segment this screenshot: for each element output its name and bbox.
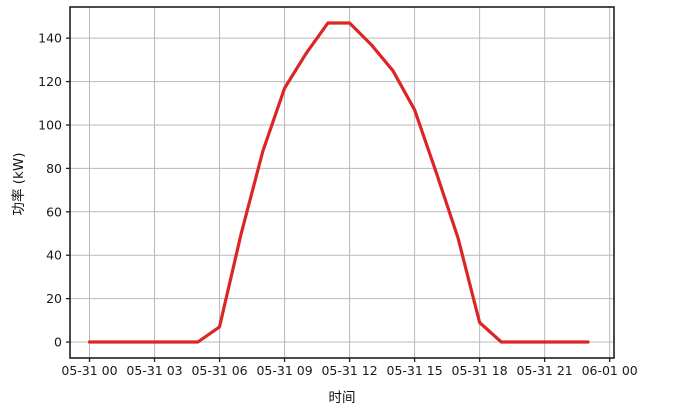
y-axis-title: 功率 (kW) bbox=[11, 152, 27, 216]
x-tick-label: 05-31 21 bbox=[517, 363, 573, 378]
x-tick-label: 05-31 12 bbox=[321, 363, 377, 378]
y-tick-label: 120 bbox=[38, 74, 62, 89]
x-tick-label: 05-31 18 bbox=[452, 363, 508, 378]
x-tick-label: 05-31 03 bbox=[126, 363, 182, 378]
x-tick-label: 05-31 06 bbox=[191, 363, 247, 378]
y-tick-label: 80 bbox=[46, 161, 62, 176]
x-tick-label: 05-31 09 bbox=[256, 363, 312, 378]
x-tick-label: 05-31 00 bbox=[61, 363, 117, 378]
y-tick-label: 0 bbox=[54, 335, 62, 350]
plot-border bbox=[69, 6, 615, 359]
y-tick-label: 20 bbox=[46, 291, 62, 306]
x-tick-label: 05-31 15 bbox=[387, 363, 443, 378]
x-tick-label: 06-01 00 bbox=[582, 363, 638, 378]
y-tick-label: 140 bbox=[38, 31, 62, 46]
y-tick-label: 100 bbox=[38, 117, 62, 132]
y-tick-label: 40 bbox=[46, 248, 62, 263]
power-data-line bbox=[87, 21, 590, 344]
y-tick-label: 60 bbox=[46, 204, 62, 219]
x-axis-title: 时间 bbox=[328, 390, 356, 406]
